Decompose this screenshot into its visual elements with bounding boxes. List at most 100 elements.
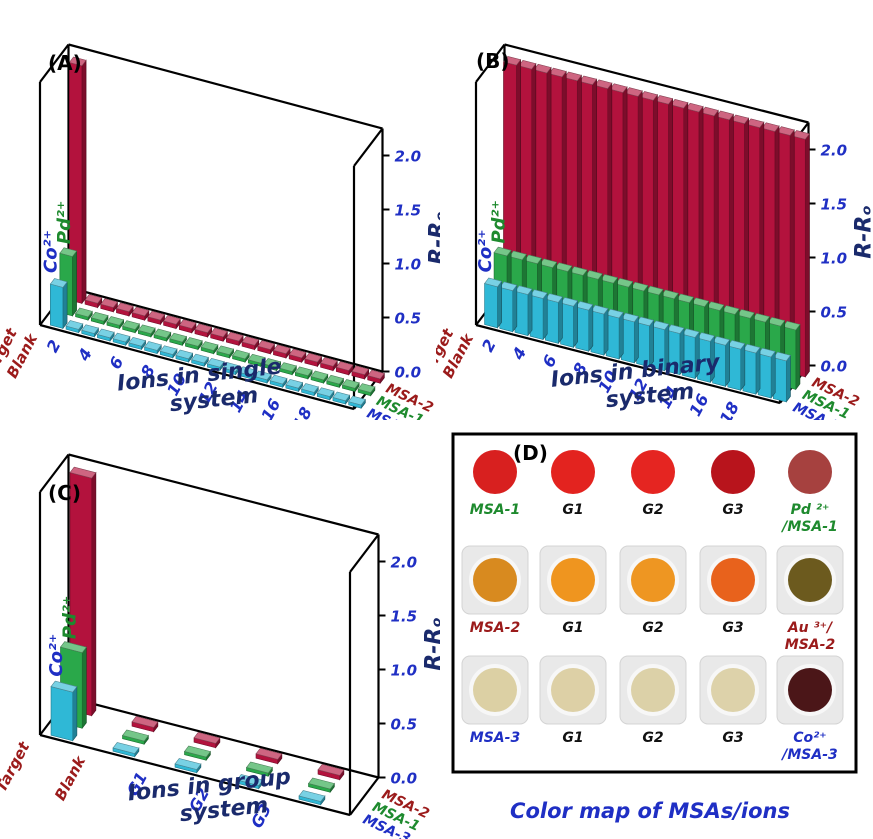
bar-top (163, 315, 181, 325)
sample-spot (551, 668, 595, 712)
bar-top (579, 75, 598, 86)
bar-top (174, 758, 202, 770)
bar-side (603, 307, 609, 357)
z-tick-label: 2.0 (391, 554, 418, 572)
chart-panel-c: 0.00.51.01.52.0R-RₒCo²⁺Pd²⁺Au³⁺TargetBla… (0, 453, 440, 839)
frame-edge (349, 776, 380, 816)
bar-top (121, 729, 149, 742)
ion-label: Pd²⁺ (489, 200, 510, 243)
bar-top (316, 387, 335, 397)
sample-label: Pd ²⁺/MSA-1 (780, 502, 838, 535)
chart-panel-a: 0.00.51.01.52.0R-RₒCo²⁺Pd²⁺Au³⁺TargetBla… (0, 0, 440, 420)
series-msa-2 (68, 56, 385, 385)
bar-top (670, 98, 689, 109)
sample-r3-c5 (776, 655, 844, 725)
bar-side (72, 250, 77, 317)
sample-spot (473, 450, 517, 494)
bar-top (100, 298, 118, 308)
bar-top (594, 79, 613, 89)
series-msa-3 (484, 277, 791, 403)
ion-label: Pd²⁺ (59, 596, 80, 639)
panel-label: (B) (476, 49, 510, 73)
x-tick-label: 6 (105, 353, 127, 372)
sample-label: G2 (642, 620, 663, 636)
bar-side (725, 338, 730, 388)
bar-top (348, 395, 366, 406)
bar-side (81, 59, 87, 305)
bar-top (245, 761, 273, 774)
bar-top (533, 63, 552, 74)
bar-side (740, 342, 746, 392)
ion-label: Au³⁺ (498, 0, 519, 33)
bar-top (499, 281, 518, 292)
frame-edge (39, 453, 70, 493)
sample-spot (631, 450, 675, 494)
ion-label: Co²⁺ (46, 634, 67, 677)
sample-label-line: /MSA-1 (780, 519, 838, 535)
x-tick-label: Target (0, 738, 34, 795)
frame-edge (475, 43, 506, 83)
sample-spot (711, 668, 755, 712)
bar-top (200, 341, 219, 351)
bar-top (326, 374, 344, 385)
bar-top (645, 285, 664, 296)
bar-top (175, 349, 194, 360)
bar-top (236, 774, 264, 786)
x-tick-label: 16 (257, 395, 284, 420)
sample-label: G1 (562, 620, 583, 636)
series-msa-3 (49, 278, 366, 410)
x-tick-label: 18 (716, 399, 743, 420)
sample-r2-c4 (699, 545, 767, 615)
bar-top (310, 370, 329, 381)
sample-label: Co²⁺/MSA-3 (780, 730, 838, 763)
sample-label-line: G1 (562, 730, 583, 746)
bar-top (529, 289, 548, 299)
sample-label: G3 (722, 730, 743, 746)
bar-top (609, 83, 628, 93)
bar-top (241, 336, 260, 346)
bar-top (194, 323, 213, 334)
z-tick-label: 1.5 (391, 608, 418, 626)
sample-spot (788, 558, 832, 602)
sample-label-line: G3 (722, 502, 743, 518)
sample-label-line: Au ³⁺/ (787, 620, 834, 636)
bar-top (178, 319, 197, 329)
z-axis-title: R-Rₒ (426, 211, 441, 265)
bar-top (112, 742, 140, 754)
bar-top (563, 71, 582, 82)
bar-top (59, 247, 78, 257)
sample-label-line: Pd ²⁺ (791, 502, 830, 518)
bar-top (539, 258, 558, 268)
chart-a-frame (38, 43, 390, 411)
frame-edge (475, 323, 781, 405)
sample-r3-c2 (539, 655, 607, 725)
bar-top (75, 307, 93, 318)
bar-top (122, 320, 140, 330)
bar-top (584, 270, 603, 280)
bar-top (247, 353, 266, 364)
z-tick-label: 1.5 (395, 202, 422, 220)
bar-top (184, 337, 203, 347)
bar-top (69, 466, 97, 479)
x-tick-label: 4 (74, 345, 96, 365)
sample-spot (551, 450, 595, 494)
sample-label: G2 (642, 730, 663, 746)
bar-top (106, 316, 125, 326)
bar-top (137, 324, 156, 335)
bar-top (68, 56, 87, 67)
bar-top (493, 246, 512, 257)
bar-top (332, 391, 351, 402)
bar-top (285, 378, 304, 389)
bar-side (573, 299, 578, 349)
bar-top (279, 362, 297, 372)
sample-r3-c4 (699, 655, 767, 725)
bar-top (544, 293, 563, 303)
sample-label-line: G2 (642, 730, 663, 746)
bar-top (147, 310, 166, 321)
sample-spot (473, 668, 517, 712)
bar-top (272, 344, 291, 355)
bar-top (666, 324, 685, 334)
frame-edge (68, 453, 379, 536)
bar-top (115, 302, 134, 313)
bar-top (742, 343, 761, 354)
